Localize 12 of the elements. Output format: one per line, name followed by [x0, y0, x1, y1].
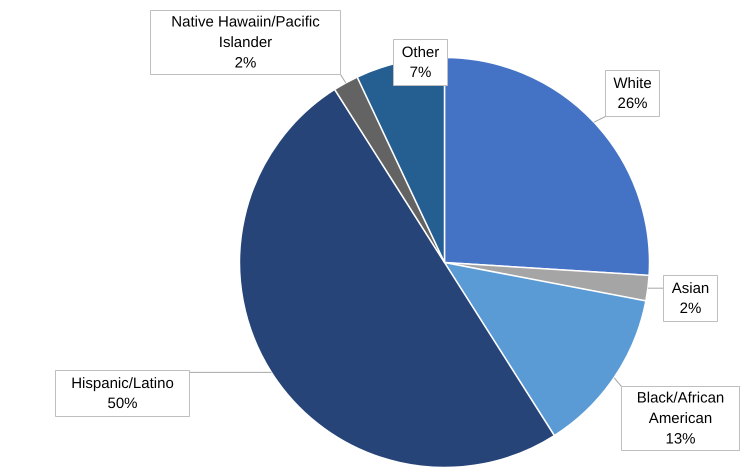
data-label: 26%: [617, 95, 648, 112]
slice-label: Hispanic/Latino: [71, 374, 174, 392]
data-label: 50%: [107, 395, 138, 412]
data-label: 2%: [680, 300, 702, 318]
slice-label: Asian: [672, 280, 710, 297]
data-label: 7%: [410, 64, 432, 82]
slice-label: Black/African American: [636, 390, 724, 427]
slice-label: Native Hawaiin/Pacific Islander: [171, 14, 320, 51]
data-label: 13%: [665, 430, 696, 448]
slice-label: Other: [402, 44, 440, 61]
slice-label: White: [613, 74, 652, 92]
data-label: 2%: [234, 54, 256, 72]
